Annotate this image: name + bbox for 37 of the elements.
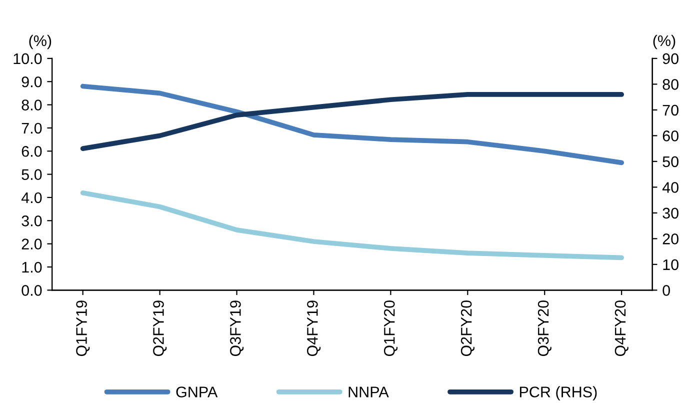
legend-label: PCR (RHS): [520, 386, 597, 400]
y-tick-label: 2.0: [22, 238, 42, 250]
y2-tick-label: 70: [662, 104, 678, 116]
y-tick-label: 5.0: [22, 169, 42, 180]
y-tick-label: 6.0: [22, 146, 42, 157]
y2-tick-label: 0: [662, 285, 670, 296]
y2-tick-label: 30: [662, 208, 678, 219]
x-tick-label: Q3FY20: [538, 300, 552, 356]
x-tick-label: Q2FY20: [460, 300, 474, 356]
legend-label: NNPA: [348, 386, 389, 398]
y-tick-label: 7.0: [22, 122, 42, 134]
line-series: [80, 190, 624, 260]
y2-tick-label: 10: [663, 259, 678, 270]
y-tick-label: 9.0: [22, 76, 42, 88]
y-tick-label: 3.0: [22, 216, 42, 226]
y-tick-label: 1.0: [22, 262, 42, 273]
y2-axis-title: (%): [653, 34, 676, 50]
y2-tick-label: 20: [662, 234, 678, 244]
line-series: [80, 92, 624, 151]
y2-tick-label: 40: [662, 182, 678, 193]
line-series: [80, 84, 624, 166]
x-tick-label: Q4FY20: [614, 300, 628, 356]
y-tick-label: 4.0: [21, 192, 42, 204]
x-tick-label: Q3FY19: [230, 300, 244, 356]
x-tick-label: Q2FY19: [153, 300, 167, 356]
y2-tick-label: 50: [662, 156, 678, 168]
y2-tick-label: 90: [662, 53, 678, 64]
y-tick-label: 0.0: [22, 285, 42, 296]
y-tick-label: 10.0: [14, 53, 42, 64]
x-tick-label: Q4FY19: [307, 300, 321, 356]
legend-label: GNPA: [176, 386, 218, 398]
x-tick-label: Q1FY20: [384, 300, 398, 356]
y2-tick-label: 80: [662, 79, 678, 90]
y-tick-label: 8.0: [22, 100, 42, 110]
y2-tick-label: 60: [662, 130, 678, 142]
y-axis-title: (%): [29, 34, 52, 50]
x-tick-label: Q1FY19: [76, 300, 90, 356]
